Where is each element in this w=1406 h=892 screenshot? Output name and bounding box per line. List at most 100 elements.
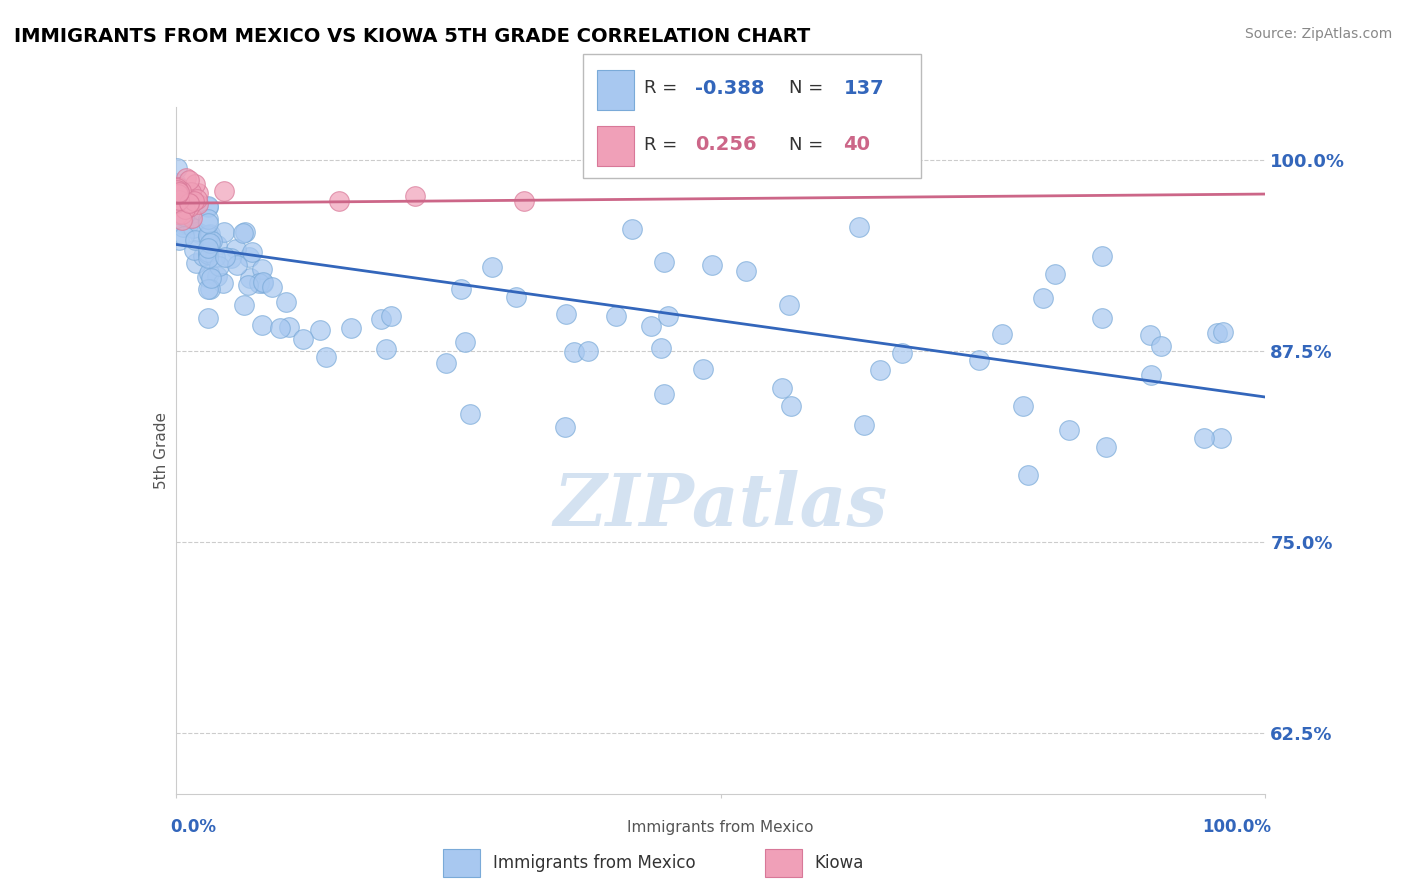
Point bbox=[1212, 325, 1234, 339]
Point bbox=[212, 276, 235, 290]
Point bbox=[167, 189, 190, 203]
Point bbox=[172, 201, 194, 215]
Point bbox=[166, 196, 188, 211]
Point bbox=[177, 195, 200, 210]
Point bbox=[1194, 431, 1216, 445]
Point bbox=[177, 218, 200, 232]
Point bbox=[167, 193, 190, 207]
Point bbox=[177, 217, 200, 231]
Point bbox=[172, 199, 194, 213]
Text: ZIPatlas: ZIPatlas bbox=[554, 470, 887, 541]
Text: 0.256: 0.256 bbox=[695, 136, 756, 154]
Point bbox=[197, 247, 219, 261]
Point bbox=[450, 282, 472, 296]
Point bbox=[197, 241, 219, 255]
Point bbox=[165, 195, 187, 210]
Point bbox=[167, 198, 190, 212]
Point bbox=[186, 192, 208, 206]
Point bbox=[180, 187, 202, 202]
Point bbox=[869, 363, 891, 377]
Point bbox=[186, 255, 208, 269]
Point bbox=[214, 250, 236, 264]
Point bbox=[170, 184, 193, 198]
Point bbox=[181, 221, 204, 235]
Text: 40: 40 bbox=[844, 136, 870, 154]
Point bbox=[225, 242, 247, 256]
Point bbox=[197, 246, 219, 260]
Point bbox=[166, 184, 188, 198]
Point bbox=[232, 226, 254, 240]
Text: 137: 137 bbox=[844, 79, 884, 98]
Point bbox=[166, 193, 188, 207]
Point bbox=[197, 252, 219, 266]
Point bbox=[169, 233, 191, 247]
Text: Source: ZipAtlas.com: Source: ZipAtlas.com bbox=[1244, 27, 1392, 41]
Point bbox=[735, 264, 758, 278]
Point bbox=[212, 225, 235, 239]
Point bbox=[170, 194, 193, 209]
Point bbox=[172, 211, 194, 225]
Point bbox=[328, 194, 350, 208]
Point bbox=[1140, 368, 1163, 382]
Point bbox=[167, 187, 190, 202]
Point bbox=[173, 209, 195, 223]
Point bbox=[278, 319, 301, 334]
Point bbox=[166, 161, 188, 175]
Point bbox=[621, 222, 644, 236]
Point bbox=[191, 249, 214, 263]
FancyBboxPatch shape bbox=[443, 849, 481, 877]
Point bbox=[555, 308, 578, 322]
Point bbox=[1091, 248, 1114, 262]
Point bbox=[853, 417, 876, 432]
Text: R =: R = bbox=[644, 79, 683, 97]
Point bbox=[991, 326, 1014, 341]
FancyBboxPatch shape bbox=[583, 54, 921, 178]
Point bbox=[1032, 292, 1054, 306]
Point bbox=[309, 323, 332, 337]
Point bbox=[247, 276, 270, 290]
Point bbox=[180, 205, 202, 219]
Point bbox=[169, 198, 191, 212]
Point bbox=[252, 276, 274, 290]
Point bbox=[1057, 423, 1080, 437]
Point bbox=[197, 229, 219, 244]
Text: N =: N = bbox=[789, 136, 830, 153]
Point bbox=[315, 351, 337, 365]
Point bbox=[170, 193, 193, 207]
Point bbox=[197, 282, 219, 296]
Point bbox=[374, 343, 396, 357]
Point bbox=[481, 260, 503, 274]
Point bbox=[235, 225, 257, 239]
Point bbox=[176, 204, 198, 219]
Point bbox=[700, 259, 723, 273]
Point bbox=[780, 399, 803, 413]
Point bbox=[201, 234, 224, 248]
Text: 0.0%: 0.0% bbox=[170, 818, 217, 836]
Point bbox=[172, 186, 194, 200]
Point bbox=[380, 309, 402, 323]
Point bbox=[166, 209, 188, 223]
Point bbox=[197, 216, 219, 230]
Point bbox=[1095, 440, 1118, 454]
FancyBboxPatch shape bbox=[765, 849, 801, 877]
Point bbox=[513, 194, 536, 209]
Point bbox=[1206, 326, 1229, 340]
FancyBboxPatch shape bbox=[598, 70, 634, 110]
Point bbox=[181, 211, 204, 225]
Point bbox=[562, 344, 585, 359]
Point bbox=[650, 341, 672, 355]
Point bbox=[252, 261, 274, 276]
Point bbox=[167, 194, 190, 209]
Point bbox=[969, 353, 991, 368]
Point bbox=[652, 386, 675, 401]
Point bbox=[205, 268, 228, 283]
Point bbox=[177, 200, 200, 214]
Point bbox=[167, 184, 190, 198]
Point bbox=[269, 321, 291, 335]
Point bbox=[167, 179, 190, 194]
Point bbox=[239, 271, 262, 285]
Point bbox=[183, 194, 205, 209]
Point bbox=[236, 278, 259, 293]
Point bbox=[1011, 400, 1033, 414]
Point bbox=[274, 295, 297, 310]
